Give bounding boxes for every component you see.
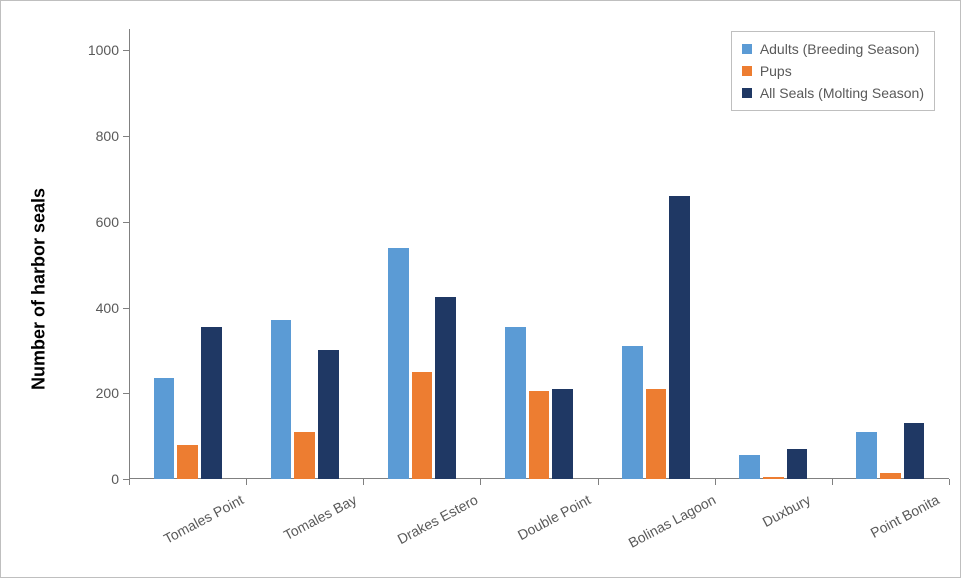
x-tick — [363, 479, 364, 485]
y-tick — [123, 308, 129, 309]
bar — [880, 473, 901, 479]
bar — [271, 320, 292, 479]
bar — [552, 389, 573, 479]
x-tick — [949, 479, 950, 485]
x-tick — [598, 479, 599, 485]
bar — [294, 432, 315, 479]
y-axis-title: Number of harbor seals — [29, 188, 50, 390]
plot-area: Adults (Breeding Season)PupsAll Seals (M… — [129, 29, 949, 479]
chart-container: Number of harbor seals Adults (Breeding … — [0, 0, 961, 578]
x-category-label: Drakes Estero — [388, 479, 480, 547]
bar — [201, 327, 222, 479]
y-tick-label: 0 — [111, 471, 119, 487]
y-tick-label: 400 — [96, 300, 119, 316]
y-tick — [123, 222, 129, 223]
legend: Adults (Breeding Season)PupsAll Seals (M… — [731, 31, 935, 111]
x-tick — [246, 479, 247, 485]
bar — [412, 372, 433, 479]
y-tick-label: 600 — [96, 214, 119, 230]
y-tick-label: 200 — [96, 385, 119, 401]
y-tick — [123, 136, 129, 137]
x-tick — [715, 479, 716, 485]
x-category-label: Double Point — [508, 479, 593, 543]
bar — [904, 423, 925, 479]
bar — [435, 297, 456, 479]
legend-label: Adults (Breeding Season) — [760, 38, 920, 60]
legend-item: Pups — [742, 60, 924, 82]
legend-swatch — [742, 44, 752, 54]
bar — [318, 350, 339, 479]
bar — [739, 455, 760, 479]
y-tick — [123, 50, 129, 51]
legend-label: Pups — [760, 60, 792, 82]
legend-swatch — [742, 88, 752, 98]
legend-item: Adults (Breeding Season) — [742, 38, 924, 60]
x-category-label: Point Bonita — [862, 479, 943, 541]
x-category-label: Tomales Bay — [274, 479, 359, 543]
legend-label: All Seals (Molting Season) — [760, 82, 924, 104]
bar — [154, 378, 175, 479]
bar — [529, 391, 550, 479]
x-category-label: Bolinas Lagoon — [619, 479, 718, 551]
legend-swatch — [742, 66, 752, 76]
bar — [177, 445, 198, 479]
bar — [505, 327, 526, 479]
bar — [763, 477, 784, 479]
bar — [388, 248, 409, 479]
x-tick — [480, 479, 481, 485]
x-category-label: Duxbury — [753, 479, 813, 530]
x-tick — [129, 479, 130, 485]
legend-item: All Seals (Molting Season) — [742, 82, 924, 104]
bar — [622, 346, 643, 479]
x-category-label: Tomales Point — [154, 479, 246, 547]
y-tick-label: 800 — [96, 128, 119, 144]
bar — [856, 432, 877, 479]
bar — [646, 389, 667, 479]
bar — [669, 196, 690, 479]
y-tick-label: 1000 — [88, 42, 119, 58]
x-tick — [832, 479, 833, 485]
bar — [787, 449, 808, 479]
y-tick — [123, 393, 129, 394]
